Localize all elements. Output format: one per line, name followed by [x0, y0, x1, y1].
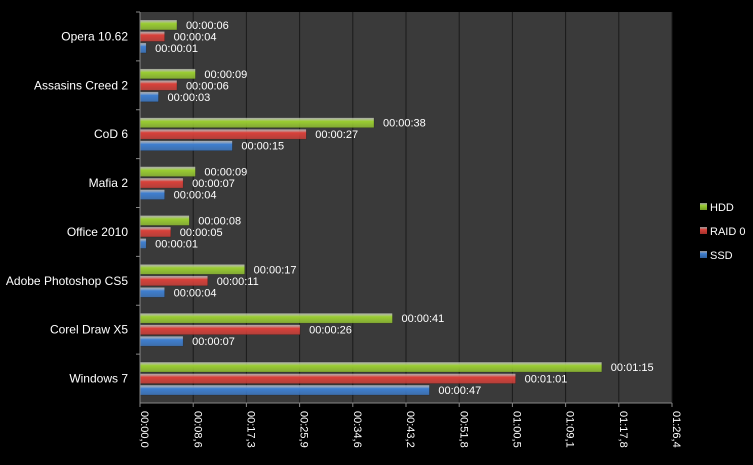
data-label: 00:00:07	[192, 336, 235, 348]
data-label: 00:00:04	[174, 31, 217, 43]
y-category-label: Opera 10.62	[61, 29, 128, 43]
data-label: 00:00:38	[383, 118, 426, 130]
legend-swatch-raid-0	[700, 227, 707, 234]
legend-swatch-hdd	[700, 203, 707, 210]
y-category-label: CoD 6	[94, 127, 128, 141]
x-tick-label: 00:00,0	[138, 411, 150, 448]
data-label: 00:00:27	[315, 129, 358, 141]
bar-raid-0	[139, 177, 184, 189]
x-tick-label: 00:08,6	[191, 411, 203, 448]
x-tick-label: 00:43,2	[404, 411, 416, 448]
data-label: 00:00:15	[241, 141, 284, 153]
x-tick-label: 00:25,9	[298, 411, 310, 448]
data-label: 00:00:03	[167, 92, 210, 104]
data-label: 00:00:06	[186, 80, 229, 92]
x-tick-label: 01:17,8	[617, 411, 629, 448]
legend-label: RAID 0	[710, 226, 745, 238]
legend-label: SSD	[710, 250, 733, 262]
bar-raid-0	[139, 373, 516, 384]
data-label: 00:00:47	[438, 385, 481, 397]
bar-hdd	[139, 166, 196, 177]
bar-ssd	[139, 189, 165, 200]
y-category-label: Office 2010	[67, 225, 128, 239]
data-label: 00:00:01	[155, 238, 198, 250]
bar-raid-0	[139, 128, 307, 140]
bar-raid-0	[139, 31, 165, 42]
data-label: 00:00:04	[174, 190, 217, 202]
x-tick-label: 00:17,3	[244, 411, 256, 448]
bar-hdd	[139, 312, 393, 324]
bar-hdd	[139, 215, 190, 226]
data-label: 00:00:04	[174, 287, 217, 299]
y-category-label: Mafia 2	[89, 176, 129, 190]
bar-hdd	[139, 361, 603, 373]
x-tick-label: 00:51,8	[457, 411, 469, 448]
bar-ssd	[139, 287, 165, 298]
x-tick-label: 01:26,4	[670, 411, 682, 448]
data-label: 00:00:08	[198, 215, 241, 227]
bar-ssd	[139, 335, 184, 347]
bar-raid-0	[139, 324, 301, 335]
data-label: 00:00:09	[204, 167, 247, 179]
data-label: 00:00:41	[401, 313, 444, 325]
y-category-label: Adobe Photoshop CS5	[6, 274, 128, 288]
data-label: 00:00:11	[217, 276, 259, 288]
x-tick-label: 00:34,6	[351, 411, 363, 448]
bar-ssd	[139, 42, 147, 54]
bar-raid-0	[139, 80, 178, 91]
bar-hdd	[139, 68, 196, 80]
data-label: 00:00:06	[186, 20, 229, 32]
bar-ssd	[139, 384, 430, 396]
bar-hdd	[139, 117, 375, 128]
legend-label: HDD	[710, 202, 734, 214]
data-label: 00:01:15	[611, 362, 654, 374]
data-label: 00:00:09	[204, 69, 247, 81]
data-label: 00:00:17	[254, 264, 297, 276]
bar-raid-0	[139, 275, 208, 287]
data-label: 00:01:01	[525, 374, 568, 386]
bar-ssd	[139, 140, 233, 151]
data-label: 00:00:05	[180, 227, 223, 239]
bar-ssd	[139, 91, 159, 103]
bar-hdd	[139, 264, 245, 275]
y-category-label: Windows 7	[69, 372, 128, 386]
data-label: 00:00:07	[192, 178, 235, 190]
legend-swatch-ssd	[700, 251, 707, 258]
y-category-label: Assasins Creed 2	[34, 78, 128, 92]
x-tick-label: 01:09,1	[564, 411, 576, 448]
bar-ssd	[139, 238, 147, 249]
x-tick-label: 01:00,5	[510, 411, 522, 448]
data-label: 00:00:01	[155, 43, 198, 55]
data-label: 00:00:26	[309, 325, 352, 337]
y-category-label: Corel Draw X5	[50, 323, 128, 337]
bar-raid-0	[139, 226, 172, 238]
bar-hdd	[139, 19, 178, 31]
